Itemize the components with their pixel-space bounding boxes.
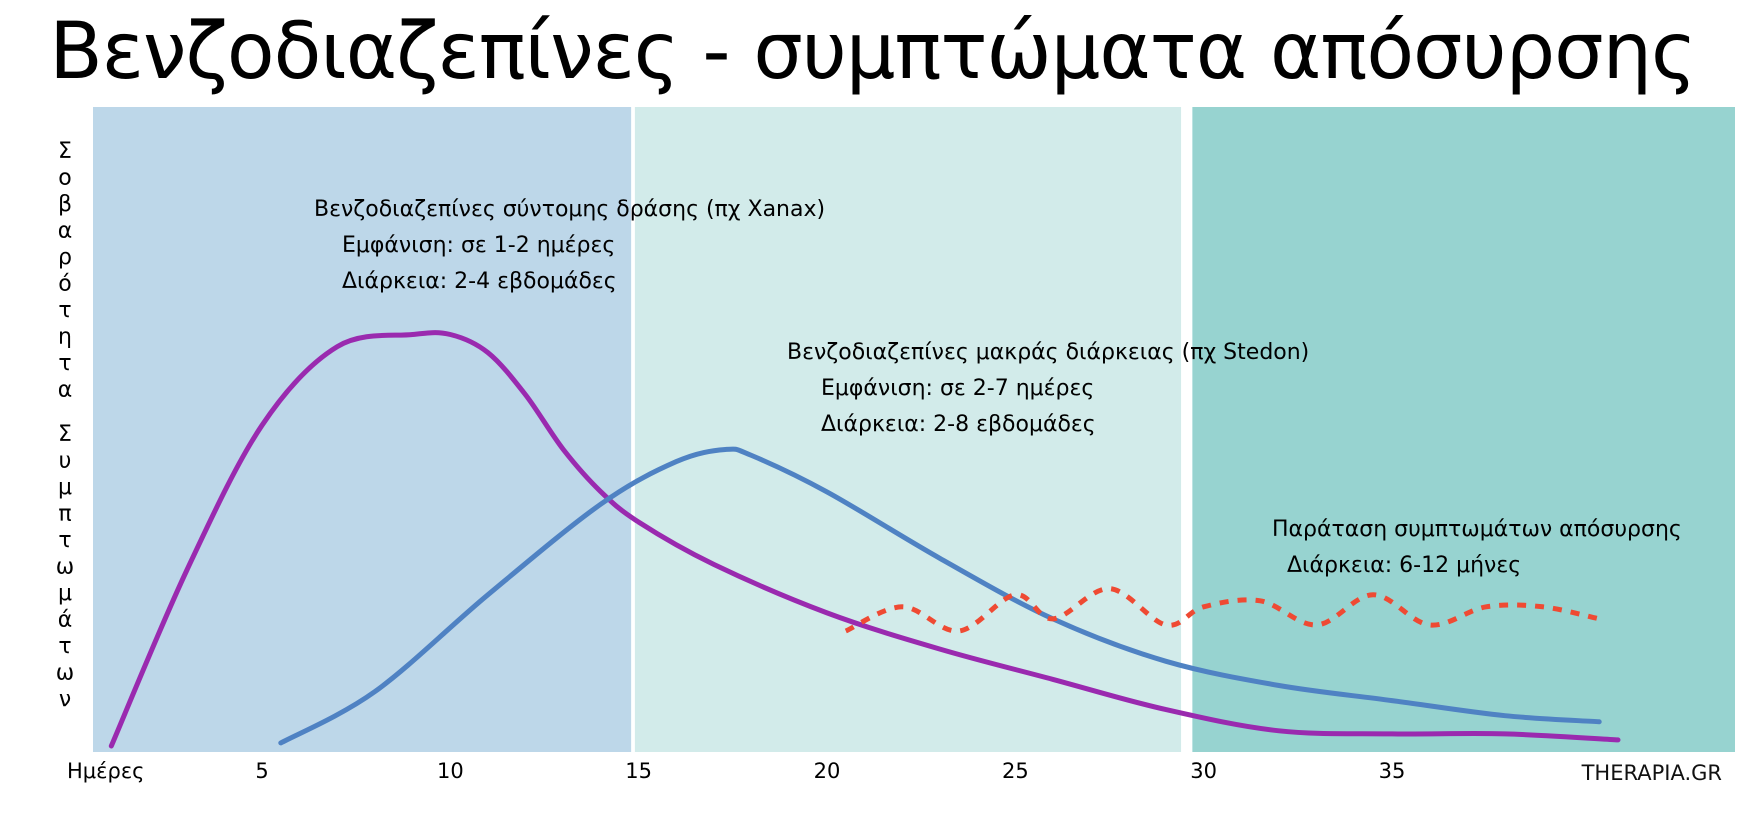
prolonged-symptoms-curve bbox=[844, 586, 1600, 634]
page-title: Βενζοδιαζεπίνες - συμπτώματα απόσυρσης bbox=[49, 7, 1697, 97]
x-axis-label: Ημέρες bbox=[67, 759, 145, 783]
y-axis-label-char: ά bbox=[58, 608, 73, 633]
y-axis-label-char: τ bbox=[58, 351, 71, 376]
background-band-1 bbox=[93, 107, 632, 752]
y-axis-label-char: ν bbox=[59, 687, 71, 712]
short-acting-annotation: Βενζοδιαζεπίνες σύντομης δράσης (πχ Xana… bbox=[314, 197, 825, 294]
y-axis-label-char: Σ bbox=[58, 422, 72, 447]
long-acting-annotation: Βενζοδιαζεπίνες μακράς διάρκειας (πχ Ste… bbox=[787, 340, 1309, 437]
y-axis-label-char: ο bbox=[58, 166, 71, 191]
x-tick-label: 20 bbox=[814, 759, 841, 783]
annotation-line: Παράταση συμπτωμάτων απόσυρσης bbox=[1272, 517, 1682, 542]
y-axis-label-char: α bbox=[58, 378, 73, 403]
x-tick-label: 35 bbox=[1379, 759, 1406, 783]
y-axis-label-char: τ bbox=[58, 634, 71, 659]
x-tick-label: 25 bbox=[1002, 759, 1029, 783]
y-axis-label-char: τ bbox=[58, 528, 71, 553]
annotation-line: Εμφάνιση: σε 2-7 ημέρες bbox=[821, 376, 1094, 401]
x-tick-label: 5 bbox=[255, 759, 268, 783]
prolonged-annotation: Παράταση συμπτωμάτων απόσυρσης Διάρκεια: … bbox=[1272, 517, 1682, 578]
y-axis-label-char: μ bbox=[58, 475, 72, 500]
x-tick-label: 15 bbox=[625, 759, 652, 783]
annotation-line: Εμφάνιση: σε 1-2 ημέρες bbox=[342, 233, 615, 258]
y-axis-label-char: ρ bbox=[58, 245, 72, 270]
background-band-2 bbox=[634, 107, 1182, 752]
annotation-line: Διάρκεια: 2-4 εβδομάδες bbox=[342, 269, 617, 294]
y-axis-label-char: α bbox=[58, 219, 73, 244]
x-tick-label: 30 bbox=[1190, 759, 1217, 783]
x-axis-ticks: 5 10 15 20 25 30 35 bbox=[255, 759, 1405, 783]
background-band-3 bbox=[1192, 107, 1735, 752]
annotation-line: Διάρκεια: 2-8 εβδομάδες bbox=[821, 412, 1096, 437]
y-axis-label-char: μ bbox=[58, 581, 72, 606]
background-bands bbox=[93, 107, 1735, 752]
series-lines bbox=[108, 330, 1621, 749]
long-acting-curve bbox=[278, 446, 1602, 746]
y-axis-label-char: η bbox=[58, 325, 72, 350]
annotation-line: Διάρκεια: 6-12 μήνες bbox=[1287, 553, 1521, 578]
annotations: Βενζοδιαζεπίνες σύντομης δράσης (πχ Xana… bbox=[314, 197, 1682, 578]
y-axis-label-char: ω bbox=[56, 555, 74, 580]
y-axis-label-char: υ bbox=[59, 449, 72, 474]
short-acting-curve bbox=[108, 330, 1621, 749]
y-axis-label-char: ω bbox=[56, 661, 74, 686]
annotation-line: Βενζοδιαζεπίνες μακράς διάρκειας (πχ Ste… bbox=[787, 340, 1309, 365]
y-axis-label-char: Σ bbox=[58, 139, 72, 164]
x-tick-label: 10 bbox=[437, 759, 464, 783]
y-axis-label-char: π bbox=[58, 502, 71, 527]
annotation-line: Βενζοδιαζεπίνες σύντομης δράσης (πχ Xana… bbox=[314, 197, 825, 222]
y-axis-label-char: τ bbox=[58, 298, 71, 323]
y-axis-label-char: β bbox=[58, 192, 72, 217]
watermark-text: THERAPIA.GR bbox=[1581, 761, 1722, 785]
y-axis-label-char: ό bbox=[58, 272, 71, 297]
